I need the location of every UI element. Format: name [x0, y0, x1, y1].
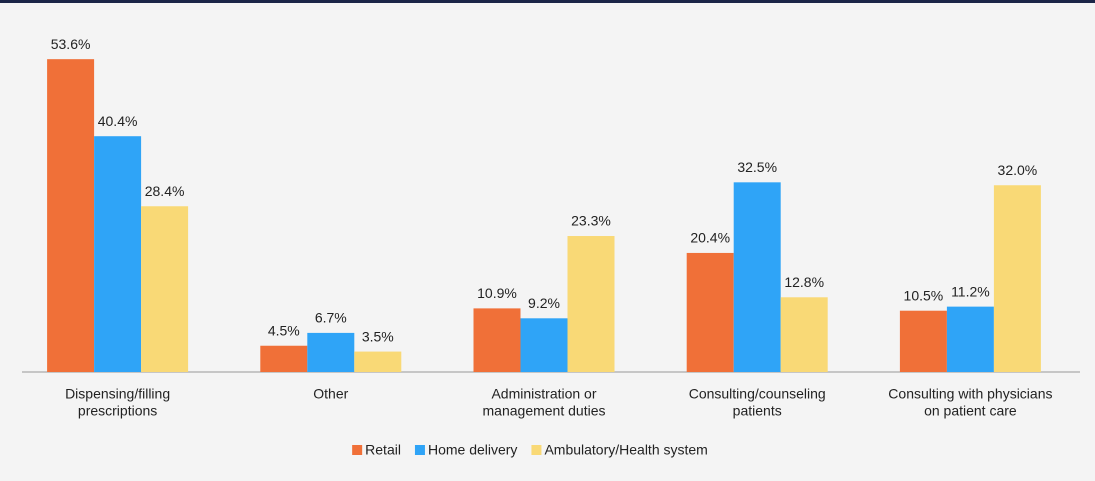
- data-label: 9.2%: [528, 295, 560, 311]
- data-label: 10.5%: [904, 287, 944, 303]
- bar: [354, 351, 402, 372]
- data-label: 20.4%: [690, 230, 730, 246]
- legend-label: Home delivery: [428, 442, 517, 458]
- data-label: 11.2%: [951, 283, 990, 299]
- bar: [520, 318, 568, 372]
- x-tick-label: Other: [313, 386, 348, 402]
- x-tick-label: management duties: [483, 403, 606, 419]
- bar: [141, 206, 189, 372]
- top-rule: [0, 0, 1095, 3]
- data-label: 23.3%: [571, 213, 611, 229]
- legend-swatch: [531, 445, 542, 455]
- bar: [307, 332, 355, 372]
- data-label: 53.6%: [51, 36, 91, 52]
- x-tick-label: on patient care: [924, 403, 1017, 419]
- legend-label: Ambulatory/Health system: [544, 442, 707, 458]
- legend-label: Retail: [365, 442, 401, 458]
- bar: [94, 136, 142, 372]
- data-label: 40.4%: [98, 113, 138, 129]
- data-label: 28.4%: [145, 183, 185, 199]
- legend-swatch: [352, 445, 363, 455]
- bar: [946, 306, 994, 372]
- bar: [993, 185, 1041, 372]
- x-tick-label: Consulting/counseling: [689, 386, 826, 402]
- x-tick-label: Dispensing/filling: [65, 386, 170, 402]
- x-tick-label: Administration or: [491, 386, 596, 402]
- x-tick-label: patients: [733, 403, 782, 419]
- data-label: 10.9%: [477, 285, 517, 301]
- bar: [567, 236, 615, 372]
- bar: [473, 308, 521, 372]
- data-label: 12.8%: [784, 274, 824, 290]
- x-tick-label: prescriptions: [78, 403, 157, 419]
- data-label: 32.5%: [737, 159, 777, 175]
- bar: [899, 310, 947, 372]
- data-label: 4.5%: [268, 322, 300, 338]
- data-label: 3.5%: [362, 328, 394, 344]
- bar: [733, 182, 781, 372]
- data-label: 32.0%: [998, 162, 1038, 178]
- bar: [47, 59, 95, 373]
- legend-swatch: [414, 445, 425, 455]
- bar: [260, 345, 308, 372]
- data-label: 6.7%: [315, 310, 347, 326]
- x-tick-label: Consulting with physicians: [888, 386, 1052, 402]
- bar: [780, 297, 828, 372]
- bar: [686, 252, 734, 372]
